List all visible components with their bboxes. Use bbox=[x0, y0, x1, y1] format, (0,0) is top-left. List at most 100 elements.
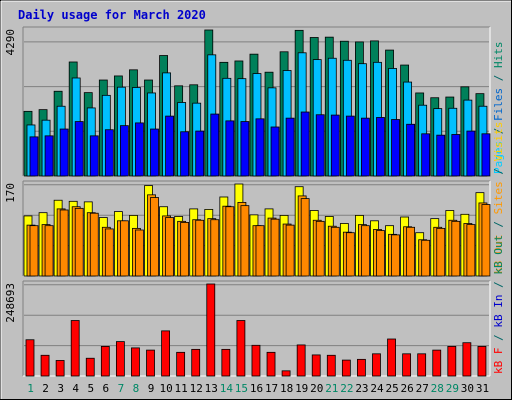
bar-kb-f-day-2 bbox=[40, 354, 50, 377]
day-label-23: 23 bbox=[355, 382, 368, 395]
series-legend-label: kB Out / Sites / Visits bbox=[492, 122, 505, 274]
bar-kb-out-day-24 bbox=[376, 230, 385, 277]
bar-kb-out-day-7 bbox=[119, 220, 129, 277]
bar-kb-out-day-23 bbox=[361, 225, 370, 277]
day-label-11: 11 bbox=[175, 382, 188, 395]
bar-pages-day-17 bbox=[270, 126, 280, 177]
bar-kb-f-day-3 bbox=[55, 360, 65, 377]
bar-pages-day-2 bbox=[44, 135, 54, 177]
bar-pages-day-22 bbox=[345, 115, 355, 177]
bar-kb-out-day-30 bbox=[466, 224, 476, 277]
bar-kb-out-day-20 bbox=[315, 220, 325, 277]
bar-pages-day-7 bbox=[119, 125, 129, 177]
day-label-2: 2 bbox=[42, 382, 49, 395]
bar-pages-day-30 bbox=[466, 130, 476, 177]
ymax-label: 4290 bbox=[4, 29, 17, 56]
legend-part-2: / bbox=[492, 214, 505, 234]
bar-kb-f-day-14 bbox=[221, 348, 231, 377]
bar-kb-out-day-8 bbox=[135, 229, 144, 277]
day-label-17: 17 bbox=[265, 382, 278, 395]
legend-part-3: Files bbox=[492, 88, 505, 121]
bar-pages-day-29 bbox=[451, 134, 461, 177]
bar-kb-out-day-14 bbox=[225, 206, 235, 277]
bar-pages-day-24 bbox=[376, 117, 385, 177]
legend-part-5: kB Out bbox=[492, 235, 505, 275]
bar-pages-day-11 bbox=[180, 131, 190, 177]
bar-kb-out-day-3 bbox=[59, 209, 69, 277]
day-label-12: 12 bbox=[190, 382, 203, 395]
bar-kb-out-day-29 bbox=[451, 220, 461, 277]
legend-part-5: Visits bbox=[492, 122, 505, 162]
bar-kb-f-day-31 bbox=[477, 346, 487, 377]
day-label-9: 9 bbox=[148, 382, 155, 395]
bar-kb-out-day-10 bbox=[165, 217, 174, 277]
day-label-1: 1 bbox=[27, 382, 34, 395]
legend-part-2: / bbox=[492, 121, 505, 141]
bar-pages-day-5 bbox=[89, 135, 99, 177]
bar-kb-out-day-18 bbox=[285, 224, 295, 277]
day-label-7: 7 bbox=[118, 382, 125, 395]
bar-pages-day-27 bbox=[421, 133, 431, 177]
bar-pages-day-19 bbox=[300, 111, 310, 177]
day-label-27: 27 bbox=[416, 382, 429, 395]
day-label-25: 25 bbox=[385, 382, 398, 395]
bar-kb-f-day-29 bbox=[447, 346, 457, 377]
bar-kb-f-day-22 bbox=[341, 359, 351, 377]
bar-kb-out-day-9 bbox=[150, 197, 159, 277]
bar-kb-f-day-19 bbox=[296, 344, 306, 377]
day-label-5: 5 bbox=[87, 382, 94, 395]
chart-title: Daily usage for March 2020 bbox=[18, 8, 206, 22]
day-label-19: 19 bbox=[295, 382, 308, 395]
bar-pages-day-1 bbox=[29, 136, 39, 177]
day-label-29: 29 bbox=[446, 382, 459, 395]
bar-kb-out-day-11 bbox=[180, 222, 190, 277]
bar-pages-day-6 bbox=[104, 129, 114, 177]
bar-kb-out-day-6 bbox=[104, 228, 114, 277]
day-label-10: 10 bbox=[159, 382, 172, 395]
day-label-26: 26 bbox=[401, 382, 414, 395]
legend-part-3: Sites bbox=[492, 181, 505, 214]
bar-kb-out-day-5 bbox=[89, 212, 99, 277]
panel-2: 170 kB Out / Sites / Visits bbox=[4, 122, 505, 277]
bar-kb-out-day-28 bbox=[436, 227, 446, 277]
bar-kb-out-day-12 bbox=[195, 219, 205, 277]
bar-kb-f-day-24 bbox=[372, 353, 381, 377]
legend-part-4: / bbox=[492, 68, 505, 88]
legend-part-4: / bbox=[492, 275, 505, 295]
bar-kb-f-day-27 bbox=[417, 353, 427, 377]
day-label-8: 8 bbox=[133, 382, 140, 395]
bar-kb-f-day-11 bbox=[176, 351, 186, 377]
bar-kb-f-day-4 bbox=[70, 320, 80, 377]
day-label-3: 3 bbox=[57, 382, 64, 395]
bar-pages-day-25 bbox=[391, 119, 400, 177]
bar-kb-out-day-4 bbox=[74, 207, 84, 277]
legend-part-3: kB In bbox=[492, 295, 505, 328]
bar-pages-day-23 bbox=[361, 117, 370, 177]
day-label-18: 18 bbox=[280, 382, 293, 395]
bar-kb-f-day-12 bbox=[191, 348, 201, 377]
bar-kb-f-day-7 bbox=[115, 341, 125, 377]
ymax-label: 248693 bbox=[4, 283, 17, 323]
legend-part-1: kB F bbox=[492, 348, 505, 375]
bar-kb-out-day-21 bbox=[330, 226, 340, 277]
legend-part-1: Pages bbox=[492, 141, 505, 174]
day-label-16: 16 bbox=[250, 382, 263, 395]
bar-pages-day-14 bbox=[225, 120, 235, 177]
bar-kb-f-day-28 bbox=[432, 349, 442, 377]
panel-1: 4290 Pages / Files / Hits bbox=[4, 26, 505, 177]
bar-kb-out-day-1 bbox=[29, 225, 39, 277]
bar-kb-out-day-25 bbox=[391, 234, 400, 277]
day-label-31: 31 bbox=[476, 382, 489, 395]
bar-kb-f-day-6 bbox=[100, 346, 110, 377]
day-label-28: 28 bbox=[431, 382, 444, 395]
bar-kb-out-day-31 bbox=[481, 204, 491, 277]
bar-kb-f-day-13 bbox=[206, 283, 216, 377]
bar-kb-out-day-13 bbox=[210, 219, 220, 277]
day-label-21: 21 bbox=[325, 382, 338, 395]
bar-pages-day-18 bbox=[285, 117, 295, 177]
bar-kb-f-day-30 bbox=[462, 342, 472, 377]
bar-kb-f-day-8 bbox=[131, 347, 140, 377]
bar-pages-day-10 bbox=[165, 115, 174, 177]
bar-kb-f-day-10 bbox=[161, 330, 170, 377]
